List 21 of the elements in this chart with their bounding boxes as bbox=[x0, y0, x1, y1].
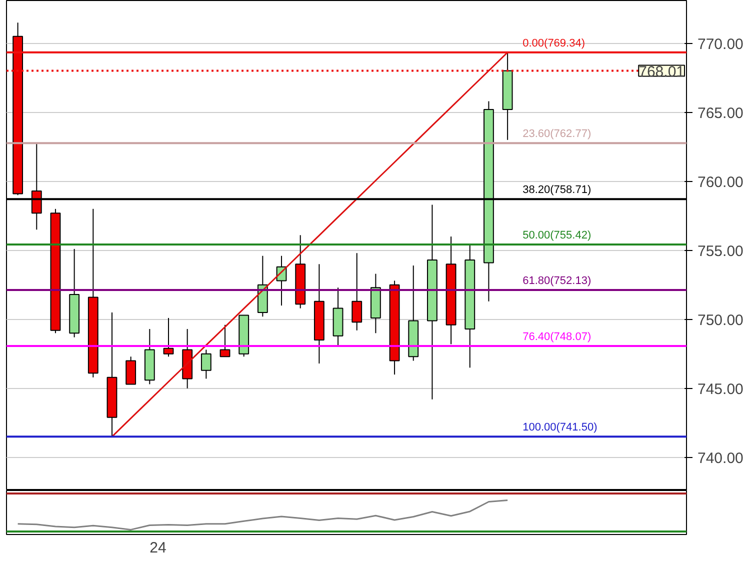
line-series bbox=[111, 52, 508, 438]
candlestick bbox=[163, 317, 174, 358]
candlestick bbox=[352, 252, 362, 331]
y-tick-label: 755.00 bbox=[698, 242, 744, 260]
candlestick bbox=[200, 349, 212, 380]
y-tick-label: 745.00 bbox=[698, 380, 744, 398]
ref-line-label: 38.20(758.71) bbox=[522, 184, 592, 196]
ref-line-label: 61.80(752.13) bbox=[522, 274, 592, 287]
y-tick-label: 765.00 bbox=[698, 104, 744, 122]
y-tick-label: 760.00 bbox=[698, 174, 744, 191]
y-tick-label: 750.00 bbox=[698, 312, 744, 329]
ref-line-label: 50.00(755.42) bbox=[522, 230, 592, 242]
y-tick-label: 740.00 bbox=[698, 450, 744, 467]
candlestick bbox=[220, 324, 230, 358]
ref-line-label: 100.00(741.50) bbox=[522, 422, 598, 434]
ref-line-label: 76.40(748.07) bbox=[522, 330, 592, 343]
y-tick-label: 770.00 bbox=[698, 36, 744, 53]
candlestick bbox=[126, 356, 136, 385]
ref-line-label: 0.00(769.34) bbox=[522, 37, 586, 50]
ref-line-label: 23.60(762.77) bbox=[522, 128, 592, 140]
text: 24 bbox=[150, 540, 166, 556]
